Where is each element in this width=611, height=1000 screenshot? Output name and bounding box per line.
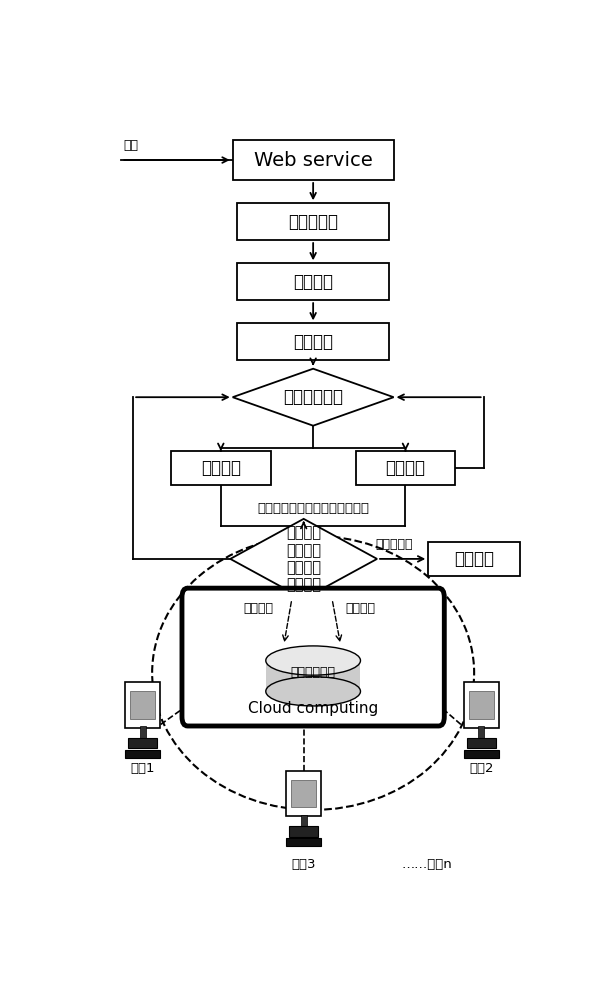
Bar bbox=[128, 738, 158, 748]
Text: 门区信号: 门区信号 bbox=[201, 459, 241, 477]
FancyBboxPatch shape bbox=[286, 771, 321, 816]
Polygon shape bbox=[233, 369, 393, 426]
Text: ……终端n: ……终端n bbox=[401, 858, 452, 871]
FancyBboxPatch shape bbox=[428, 542, 521, 576]
FancyBboxPatch shape bbox=[125, 682, 160, 728]
FancyBboxPatch shape bbox=[469, 691, 494, 719]
Text: 后台无限
循环运行
查询事件
是否发生: 后台无限 循环运行 查询事件 是否发生 bbox=[286, 525, 321, 592]
FancyBboxPatch shape bbox=[291, 780, 316, 807]
Text: 中断程序: 中断程序 bbox=[454, 550, 494, 568]
Polygon shape bbox=[230, 519, 377, 599]
Ellipse shape bbox=[266, 646, 360, 675]
Bar bbox=[478, 726, 484, 738]
Bar bbox=[140, 726, 145, 738]
Text: 系统初始化: 系统初始化 bbox=[288, 213, 338, 231]
Bar bbox=[286, 838, 321, 846]
Text: 身份认证: 身份认证 bbox=[293, 273, 333, 291]
Text: 数据交换服务: 数据交换服务 bbox=[291, 666, 335, 679]
Text: Cloud computing: Cloud computing bbox=[248, 701, 378, 716]
Text: 终端1: 终端1 bbox=[130, 762, 155, 775]
Text: 查询数据: 查询数据 bbox=[345, 602, 376, 615]
FancyBboxPatch shape bbox=[233, 140, 393, 180]
Ellipse shape bbox=[266, 677, 360, 706]
Bar bbox=[464, 750, 499, 758]
Text: 电梯编号: 电梯编号 bbox=[293, 333, 333, 351]
FancyBboxPatch shape bbox=[237, 263, 389, 300]
Text: 终端2: 终端2 bbox=[469, 762, 494, 775]
Text: 时间原则计算: 时间原则计算 bbox=[283, 388, 343, 406]
Text: Web service: Web service bbox=[254, 151, 373, 170]
FancyBboxPatch shape bbox=[266, 661, 360, 691]
FancyBboxPatch shape bbox=[237, 203, 389, 240]
Bar bbox=[289, 826, 318, 837]
Bar bbox=[301, 815, 307, 826]
Bar bbox=[125, 750, 160, 758]
Text: 发送数据: 发送数据 bbox=[244, 602, 274, 615]
FancyBboxPatch shape bbox=[171, 451, 271, 485]
FancyBboxPatch shape bbox=[130, 691, 155, 719]
Text: 协议: 协议 bbox=[123, 139, 139, 152]
Text: 超时或失联: 超时或失联 bbox=[376, 538, 413, 551]
FancyBboxPatch shape bbox=[182, 588, 444, 726]
Text: 终端3: 终端3 bbox=[291, 858, 316, 871]
FancyBboxPatch shape bbox=[356, 451, 455, 485]
FancyBboxPatch shape bbox=[237, 323, 389, 360]
Text: 层站信号: 层站信号 bbox=[386, 459, 425, 477]
Bar bbox=[467, 738, 496, 748]
Text: 合理的时间周期内有规律的信号: 合理的时间周期内有规律的信号 bbox=[257, 502, 369, 515]
FancyBboxPatch shape bbox=[464, 682, 499, 728]
